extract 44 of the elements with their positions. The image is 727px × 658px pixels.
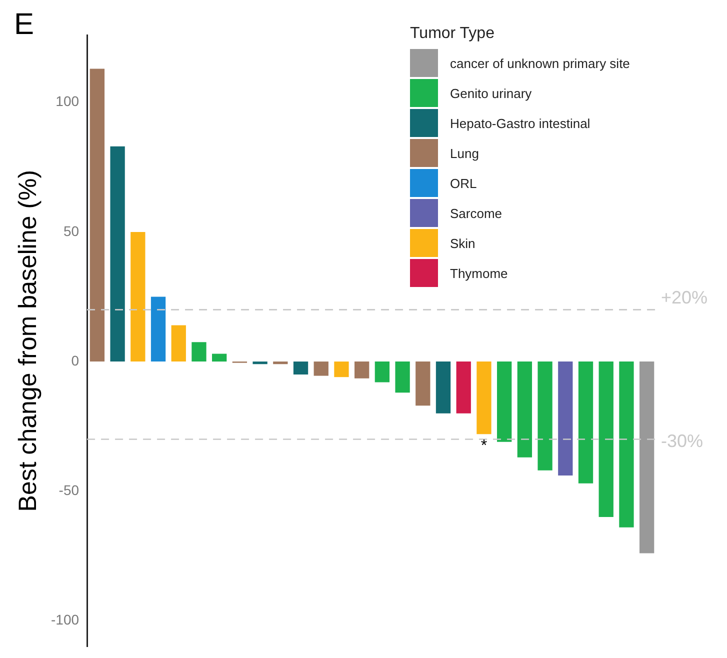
y-tick-label: -50 [58, 482, 80, 498]
y-tick-label: 0 [71, 352, 80, 368]
bar [578, 362, 594, 484]
bar [558, 362, 573, 476]
bar [212, 354, 227, 362]
bar [334, 362, 349, 378]
bar [538, 362, 552, 470]
legend-label: Thymome [450, 266, 508, 280]
bar [354, 362, 370, 378]
legend-label: Genito urinary [450, 86, 532, 100]
y-tick-label: 100 [56, 93, 80, 110]
bar [130, 232, 146, 362]
y-tick-label: -100 [50, 612, 80, 628]
bar [497, 362, 512, 442]
bar [436, 362, 451, 414]
bar [517, 362, 532, 458]
legend-label: cancer of unknown primary site [450, 56, 630, 70]
legend-label: ORL [450, 176, 477, 190]
legend-title: Tumor Type [410, 25, 496, 43]
bar [598, 362, 614, 518]
text: E [14, 8, 34, 42]
legend-label: Hepato-Gastro intestinal [450, 116, 590, 130]
bar [395, 362, 410, 393]
bar [252, 362, 268, 364]
legend-label: Lung [450, 146, 479, 160]
bar [314, 362, 328, 376]
bar [476, 362, 492, 434]
bar [416, 362, 430, 406]
bar [171, 325, 186, 362]
bar [192, 342, 206, 362]
bar [374, 362, 390, 382]
legend-label: Skin [450, 236, 476, 250]
bar [456, 362, 471, 414]
bar [639, 362, 654, 554]
data-label: * [480, 438, 488, 454]
bar [150, 296, 166, 362]
bar [273, 362, 288, 364]
legend-label: Sarcome [450, 206, 502, 220]
y-tick-label: 50 [63, 222, 80, 239]
bar [90, 68, 105, 362]
bar [293, 362, 308, 374]
bar [110, 146, 125, 362]
y-axis-title: Best change from baseline (%) [14, 170, 42, 512]
bar [619, 362, 634, 528]
